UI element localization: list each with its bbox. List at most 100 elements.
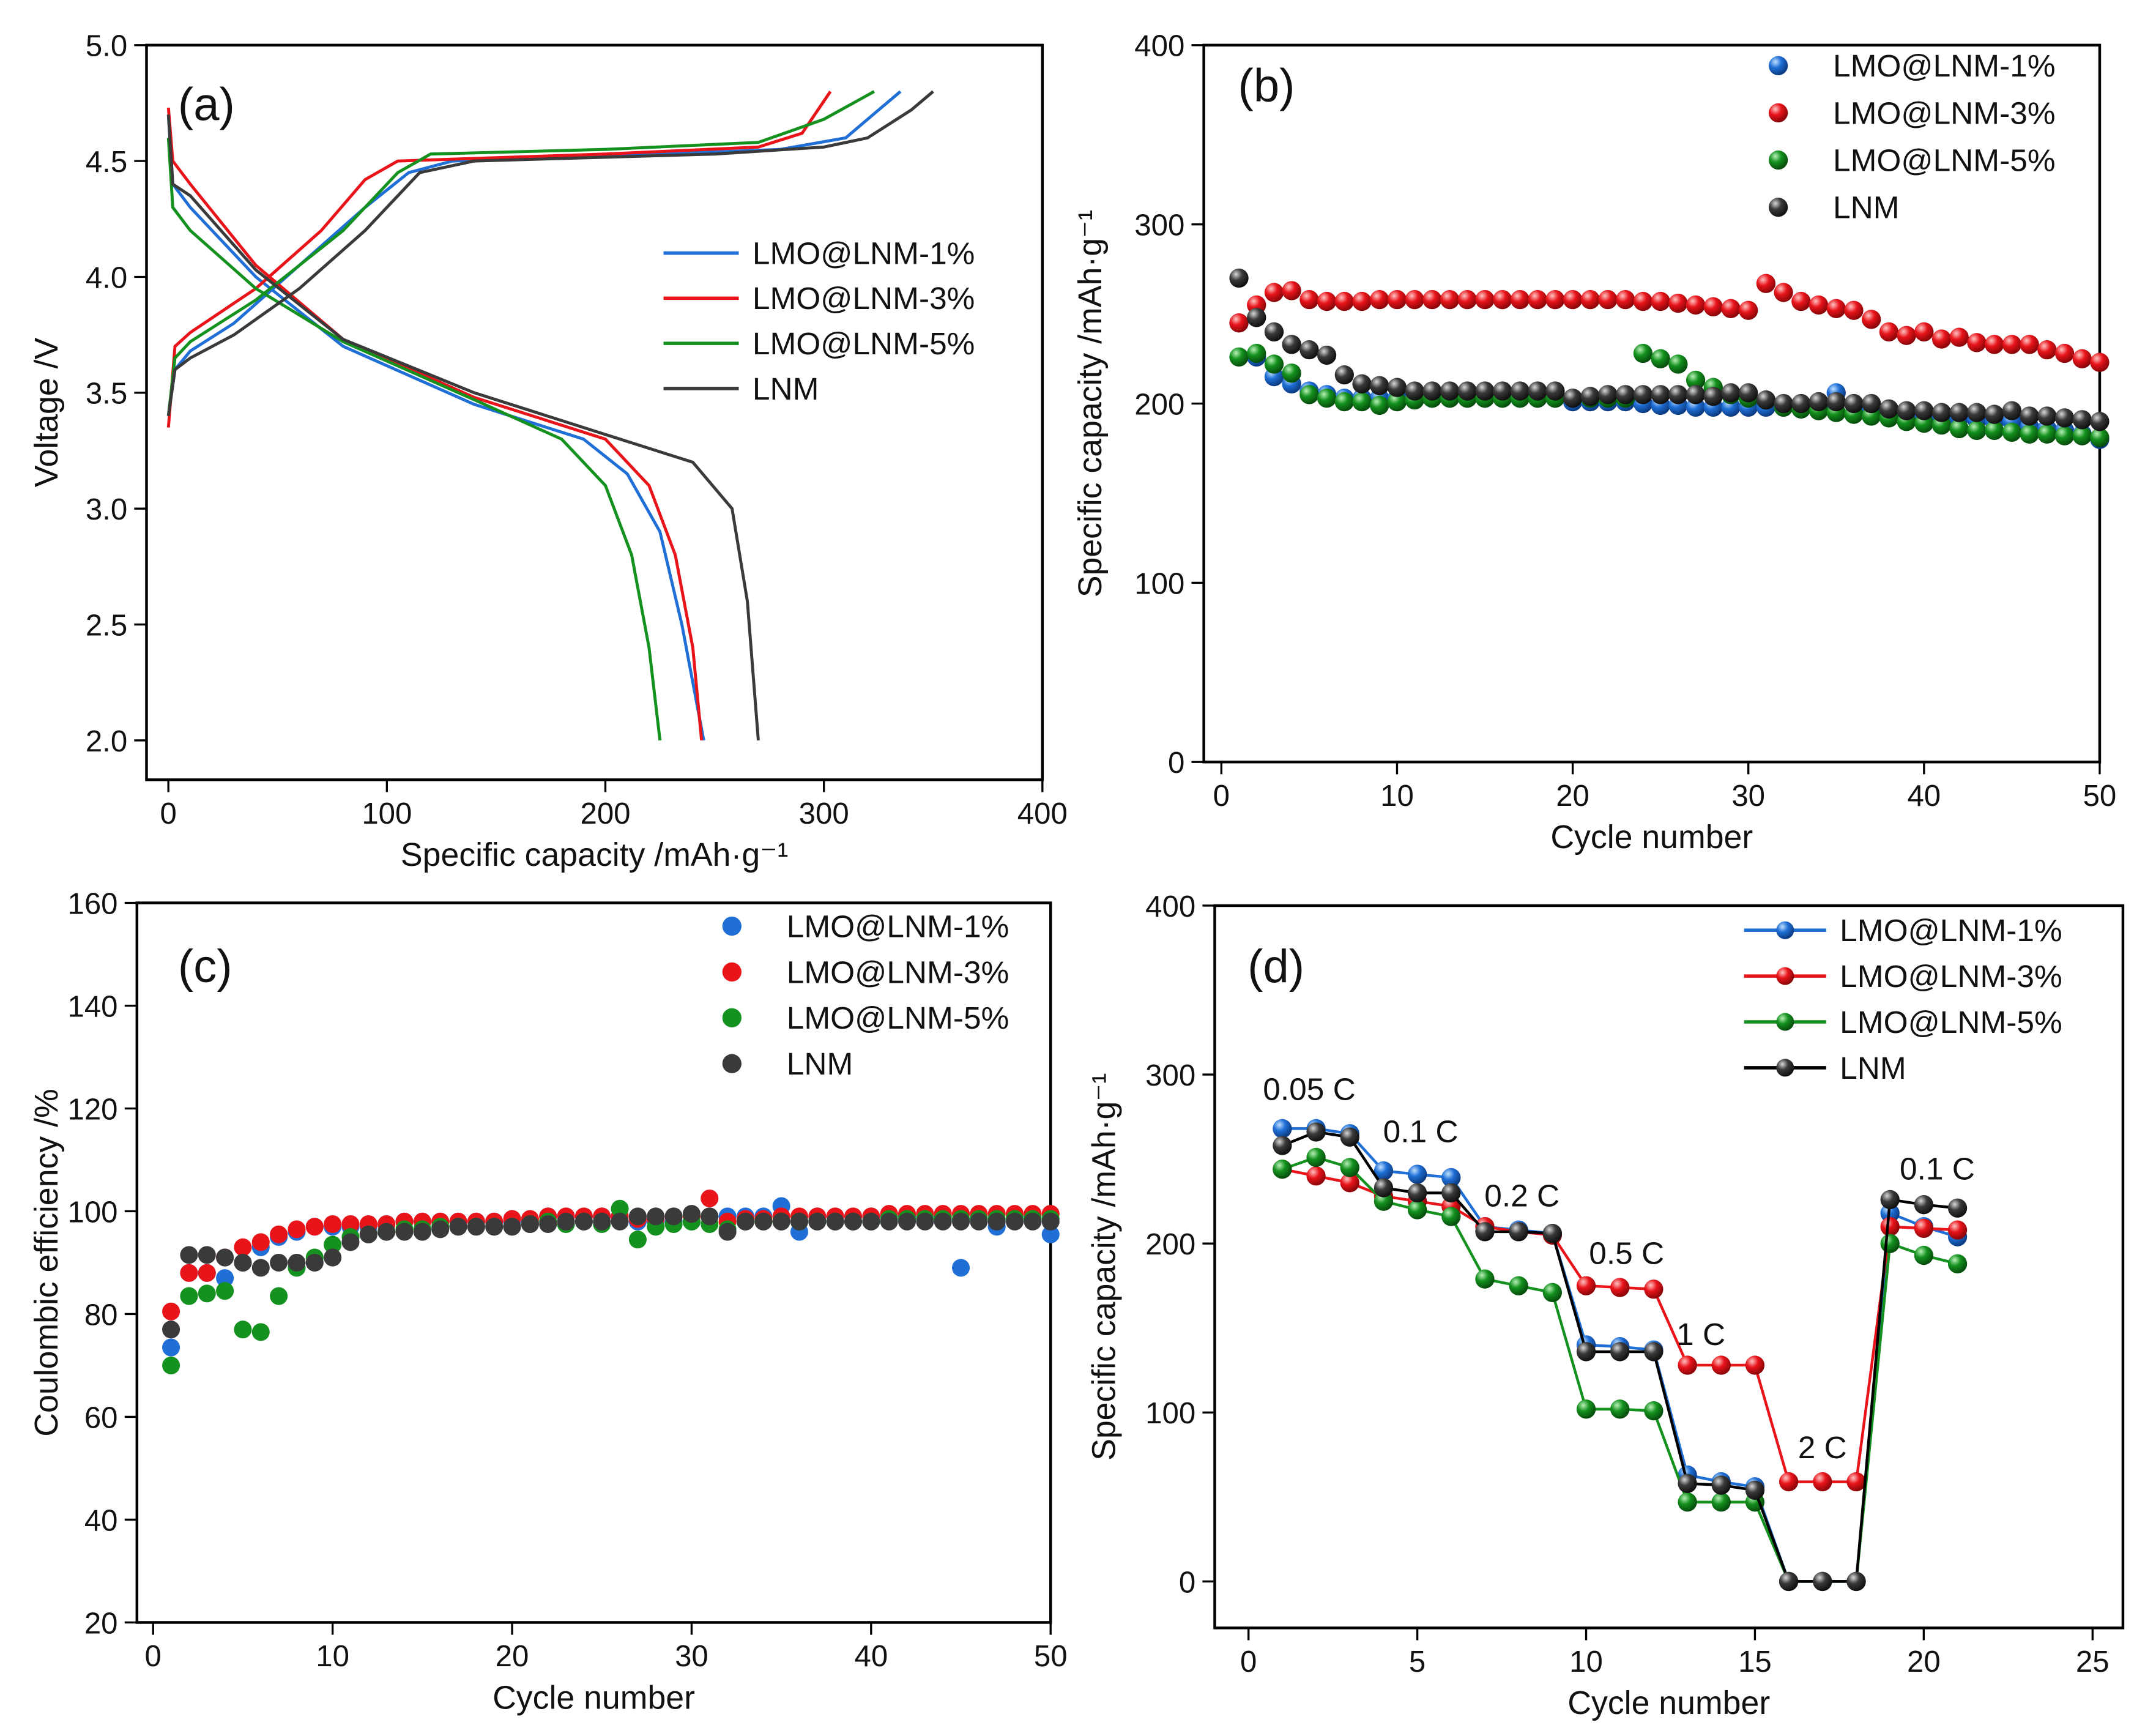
legend: LMO@LNM-1% LMO@LNM-3% LMO@LNM-5% LNM [1744, 912, 2062, 1086]
x-tick-label: 10 [1380, 779, 1414, 813]
series-lmo-lnm-3--point [1947, 1220, 1968, 1240]
series-lnm-point [1779, 1571, 1799, 1592]
y-tick-label: 20 [84, 1606, 118, 1640]
series-lmo-lnm-3--point [1678, 1355, 1697, 1375]
series-lmo-lnm-3--point [1880, 1216, 1900, 1237]
series-lnm-point [1006, 1212, 1024, 1231]
series-lmo-lnm-3--point [1779, 1472, 1799, 1492]
series-lnm-point [521, 1215, 539, 1234]
series-lnm-point [1441, 1183, 1461, 1203]
series-lmo-lnm-3--point [1791, 291, 1811, 311]
series-lmo-lnm-5--point [1668, 354, 1688, 374]
rate-annotation: 0.05 C [1263, 1071, 1355, 1107]
x-tick-label: 40 [1907, 779, 1941, 813]
y-tick-label: 400 [1134, 29, 1184, 63]
series-lnm-point [2037, 406, 2057, 426]
series-lnm-point [1651, 385, 1670, 404]
plot-frame [135, 901, 1052, 1624]
series-lnm-point [1306, 1122, 1326, 1142]
series-lnm-point [1334, 365, 1354, 385]
series-lmo-lnm-3--point [1440, 289, 1460, 310]
series-lmo-lnm-5--point [1686, 370, 1706, 390]
legend-marker-swatch [1776, 921, 1794, 939]
series-lnm-point [1457, 381, 1477, 401]
series-lmo-lnm-3--point [341, 1215, 360, 1234]
series-lmo-lnm-3--point [1282, 281, 1301, 300]
series-lnm-point [1374, 1178, 1394, 1198]
series-lmo-lnm-3--point [1711, 1355, 1731, 1375]
x-tick-label: 400 [1017, 797, 1068, 830]
series-lmo-lnm-3--point [1528, 289, 1547, 310]
series-lnm-point [1774, 393, 1793, 414]
series-lnm-point [234, 1253, 252, 1272]
y-tick-label: 4.0 [86, 261, 127, 294]
series-lnm-point [1914, 1195, 1934, 1215]
series-lnm-point [198, 1246, 216, 1264]
series-lmo-lnm-5--point [2037, 424, 2057, 444]
series-lmo-lnm-5--point [198, 1284, 216, 1303]
series-lmo-lnm-5--point [1273, 1160, 1292, 1179]
series-lnm-point [395, 1223, 414, 1241]
series-lmo-lnm-5--point [1374, 1191, 1394, 1211]
y-tick-label: 3.0 [86, 493, 127, 526]
series-lmo-lnm-5--point [216, 1282, 234, 1300]
series-lnm-point [1721, 383, 1741, 403]
series-lmo-lnm-5--point [2002, 422, 2022, 442]
y-tick-label: 400 [1145, 890, 1195, 923]
plot-frame [1213, 904, 2125, 1630]
series-lnm-point [1370, 376, 1389, 395]
series-lmo-lnm-3--point [288, 1220, 306, 1239]
series-lnm-point [288, 1253, 306, 1272]
series-lnm-point [1862, 393, 1881, 414]
x-tick-label: 0 [1213, 779, 1230, 813]
legend-marker-swatch [1768, 198, 1788, 217]
legend-label: LNM [787, 1046, 853, 1081]
series-lnm-discharge-curve [166, 114, 760, 741]
legend-marker-swatch [1768, 103, 1788, 123]
legend-marker-swatch [722, 916, 742, 936]
series-lnm-point [611, 1212, 629, 1231]
series-lnm-point [180, 1246, 198, 1264]
x-tick-label: 0 [1240, 1645, 1257, 1678]
y-tick-label: 200 [1134, 387, 1184, 421]
series-lmo-lnm-5--point [234, 1321, 252, 1339]
series-lnm-point [1967, 403, 1987, 422]
x-tick-label: 20 [496, 1639, 529, 1673]
series-lnm-point [754, 1212, 773, 1231]
series-lmo-lnm-3--point [1739, 300, 1758, 320]
series-lmo-lnm-5--point [2072, 426, 2092, 445]
series-lmo-lnm-3--charge-curve [166, 91, 832, 428]
series-lmo-lnm-3--point [2090, 352, 2110, 372]
series-lnm-point [1545, 381, 1565, 401]
y-tick-label: 40 [84, 1503, 118, 1537]
x-tick-label: 20 [1907, 1645, 1941, 1678]
series-lnm-point [1703, 387, 1723, 406]
series-lmo-lnm-3--point [1229, 313, 1249, 333]
series-lmo-lnm-5--point [324, 1235, 342, 1254]
series-lnm-point [413, 1223, 431, 1241]
legend-marker-swatch [1776, 1013, 1794, 1031]
series-lmo-lnm-5--point [1407, 1200, 1427, 1220]
series-lmo-lnm-3--point [1644, 1280, 1664, 1299]
legend-marker-swatch [722, 1054, 742, 1073]
legend-label: LMO@LNM-1% [753, 235, 975, 270]
y-tick-label: 3.5 [86, 377, 127, 411]
series-lnm-point [934, 1212, 952, 1231]
series-lmo-lnm-3--point [1967, 333, 1987, 352]
panel-label: (b) [1238, 59, 1295, 111]
legend: LMO@LNM-1% LMO@LNM-3% LMO@LNM-5% LNM [1768, 48, 2056, 225]
y-axis-label: Specific capacity /mAh·g⁻¹ [1085, 1073, 1122, 1460]
series-lmo-lnm-3--point [1774, 283, 1793, 302]
y-axis-label: Coulombic efficiency /% [28, 1089, 65, 1436]
series-lmo-lnm-5--point [1306, 1147, 1326, 1168]
series-lmo-lnm-3--point [1809, 295, 1829, 315]
legend-marker-swatch [722, 962, 742, 982]
y-tick-label: 4.5 [86, 145, 127, 179]
series-lmo-lnm-3--point [1563, 289, 1583, 310]
series-lmo-lnm-3--point [1545, 289, 1565, 310]
series-lnm-point [449, 1218, 467, 1236]
series-lmo-lnm-5--point [251, 1323, 270, 1341]
series-lmo-lnm-5--point [2054, 426, 2075, 445]
legend-label: LMO@LNM-3% [787, 954, 1009, 989]
series-lnm-charge-curve [166, 90, 934, 416]
